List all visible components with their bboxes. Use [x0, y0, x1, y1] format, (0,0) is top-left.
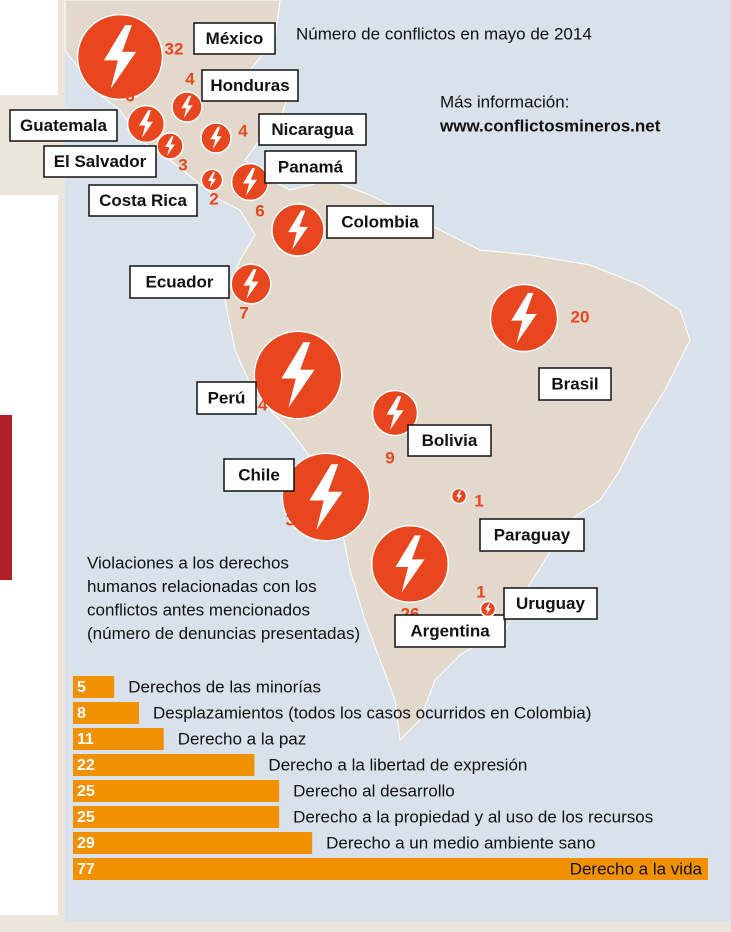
country-box: [193, 22, 276, 55]
bar-label: Derecho a un medio ambiente sano: [326, 833, 595, 852]
bar-label: Derecho a la vida: [570, 859, 703, 878]
bar-label: Derecho al desarrollo: [293, 781, 455, 800]
bolt-icon: [309, 464, 343, 530]
bar-value: 8: [77, 705, 86, 722]
bolt-icon: [456, 490, 462, 502]
bar: [73, 754, 255, 776]
country-name: El Salvador: [54, 152, 147, 171]
conflict-count: 3: [178, 155, 187, 174]
country-box: [407, 424, 492, 457]
side-accent: [0, 415, 12, 580]
bolt-icon: [103, 25, 137, 89]
country-box: [201, 69, 299, 102]
country-name: Chile: [238, 465, 280, 484]
conflict-count: 7: [239, 303, 248, 322]
violations-title: (número de denuncias presentadas): [87, 624, 360, 643]
country-box: [88, 184, 198, 217]
country-box: [43, 145, 157, 178]
bar: [73, 858, 708, 880]
bar-value: 22: [77, 757, 95, 774]
conflict-count: 2: [209, 189, 218, 208]
map-title: Número de conflictos en mayo de 2014: [296, 24, 592, 43]
bolt-icon: [210, 126, 222, 150]
country-name: Perú: [208, 388, 246, 407]
country-box: [538, 367, 612, 401]
conflict-count: 4: [185, 69, 195, 88]
info-url: www.conflictosmineros.net: [439, 116, 661, 135]
bar: [73, 832, 313, 854]
country-box: [479, 518, 585, 552]
country-name: Nicaragua: [271, 120, 354, 139]
bolt-icon: [281, 342, 315, 408]
conflict-count: 1: [474, 491, 483, 510]
bolt-icon: [288, 210, 308, 250]
conflict-count: 20: [571, 307, 590, 326]
conflict-count: 4: [238, 121, 248, 140]
bar-value: 77: [77, 861, 95, 878]
conflict-count: 9: [385, 448, 394, 467]
country-box: [258, 113, 367, 146]
conflict-count: 1: [476, 582, 485, 601]
conflict-count: 6: [255, 201, 264, 220]
violations-title: humanos relacionadas con los: [87, 577, 317, 596]
conflict-count: 34: [286, 510, 305, 529]
bolt-icon: [165, 136, 175, 156]
bolt-icon: [243, 269, 259, 299]
bar-value: 29: [77, 835, 95, 852]
bolt-icon: [395, 535, 425, 593]
country-box: [326, 205, 434, 239]
bar-value: 5: [77, 679, 86, 696]
country-box: [503, 587, 598, 620]
bar-value: 25: [77, 809, 95, 826]
bar: [73, 780, 280, 802]
bar-value: 25: [77, 783, 95, 800]
country-box: [196, 381, 257, 415]
conflict-count: 6: [125, 86, 134, 105]
country-name: Guatemala: [20, 116, 107, 135]
side-panel: [0, 0, 58, 95]
bar-label: Derecho a la propiedad y al uso de los r…: [293, 807, 653, 826]
country-name: Uruguay: [516, 594, 586, 613]
bar-label: Derecho a la paz: [178, 729, 307, 748]
info-label: Más información:: [440, 92, 569, 111]
country-box: [129, 265, 230, 299]
bar-label: Derechos de las minorías: [128, 677, 321, 696]
bolt-icon: [386, 396, 404, 430]
country-box: [223, 458, 295, 492]
country-name: México: [206, 29, 264, 48]
country-name: Ecuador: [145, 272, 213, 291]
bar: [73, 702, 139, 724]
country-name: Honduras: [210, 76, 289, 95]
bolt-icon: [485, 603, 491, 615]
bar: [73, 728, 164, 750]
country-name: Bolivia: [422, 431, 478, 450]
bar: [73, 676, 115, 698]
country-name: Colombia: [341, 212, 419, 231]
bar-label: Derecho a la libertad de expresión: [268, 755, 527, 774]
country-box: [9, 109, 118, 142]
country-name: Argentina: [410, 621, 490, 640]
country-name: Brasil: [551, 374, 598, 393]
country-box: [394, 614, 506, 648]
bar: [73, 806, 280, 828]
bolt-icon: [511, 292, 537, 344]
conflict-count: 32: [165, 39, 184, 58]
violations-title: conflictos antes mencionados: [87, 600, 310, 619]
country-box: [264, 150, 357, 184]
bolt-icon: [207, 172, 217, 188]
violations-title: Violaciones a los derechos: [87, 553, 289, 572]
bolt-icon: [181, 95, 193, 119]
bar-value: 11: [77, 731, 94, 748]
bolt-icon: [243, 168, 257, 196]
country-name: Paraguay: [494, 525, 571, 544]
bolt-icon: [139, 110, 153, 138]
country-name: Costa Rica: [99, 191, 187, 210]
bar-label: Desplazamientos (todos los casos ocurrid…: [153, 703, 591, 722]
country-name: Panamá: [278, 157, 344, 176]
